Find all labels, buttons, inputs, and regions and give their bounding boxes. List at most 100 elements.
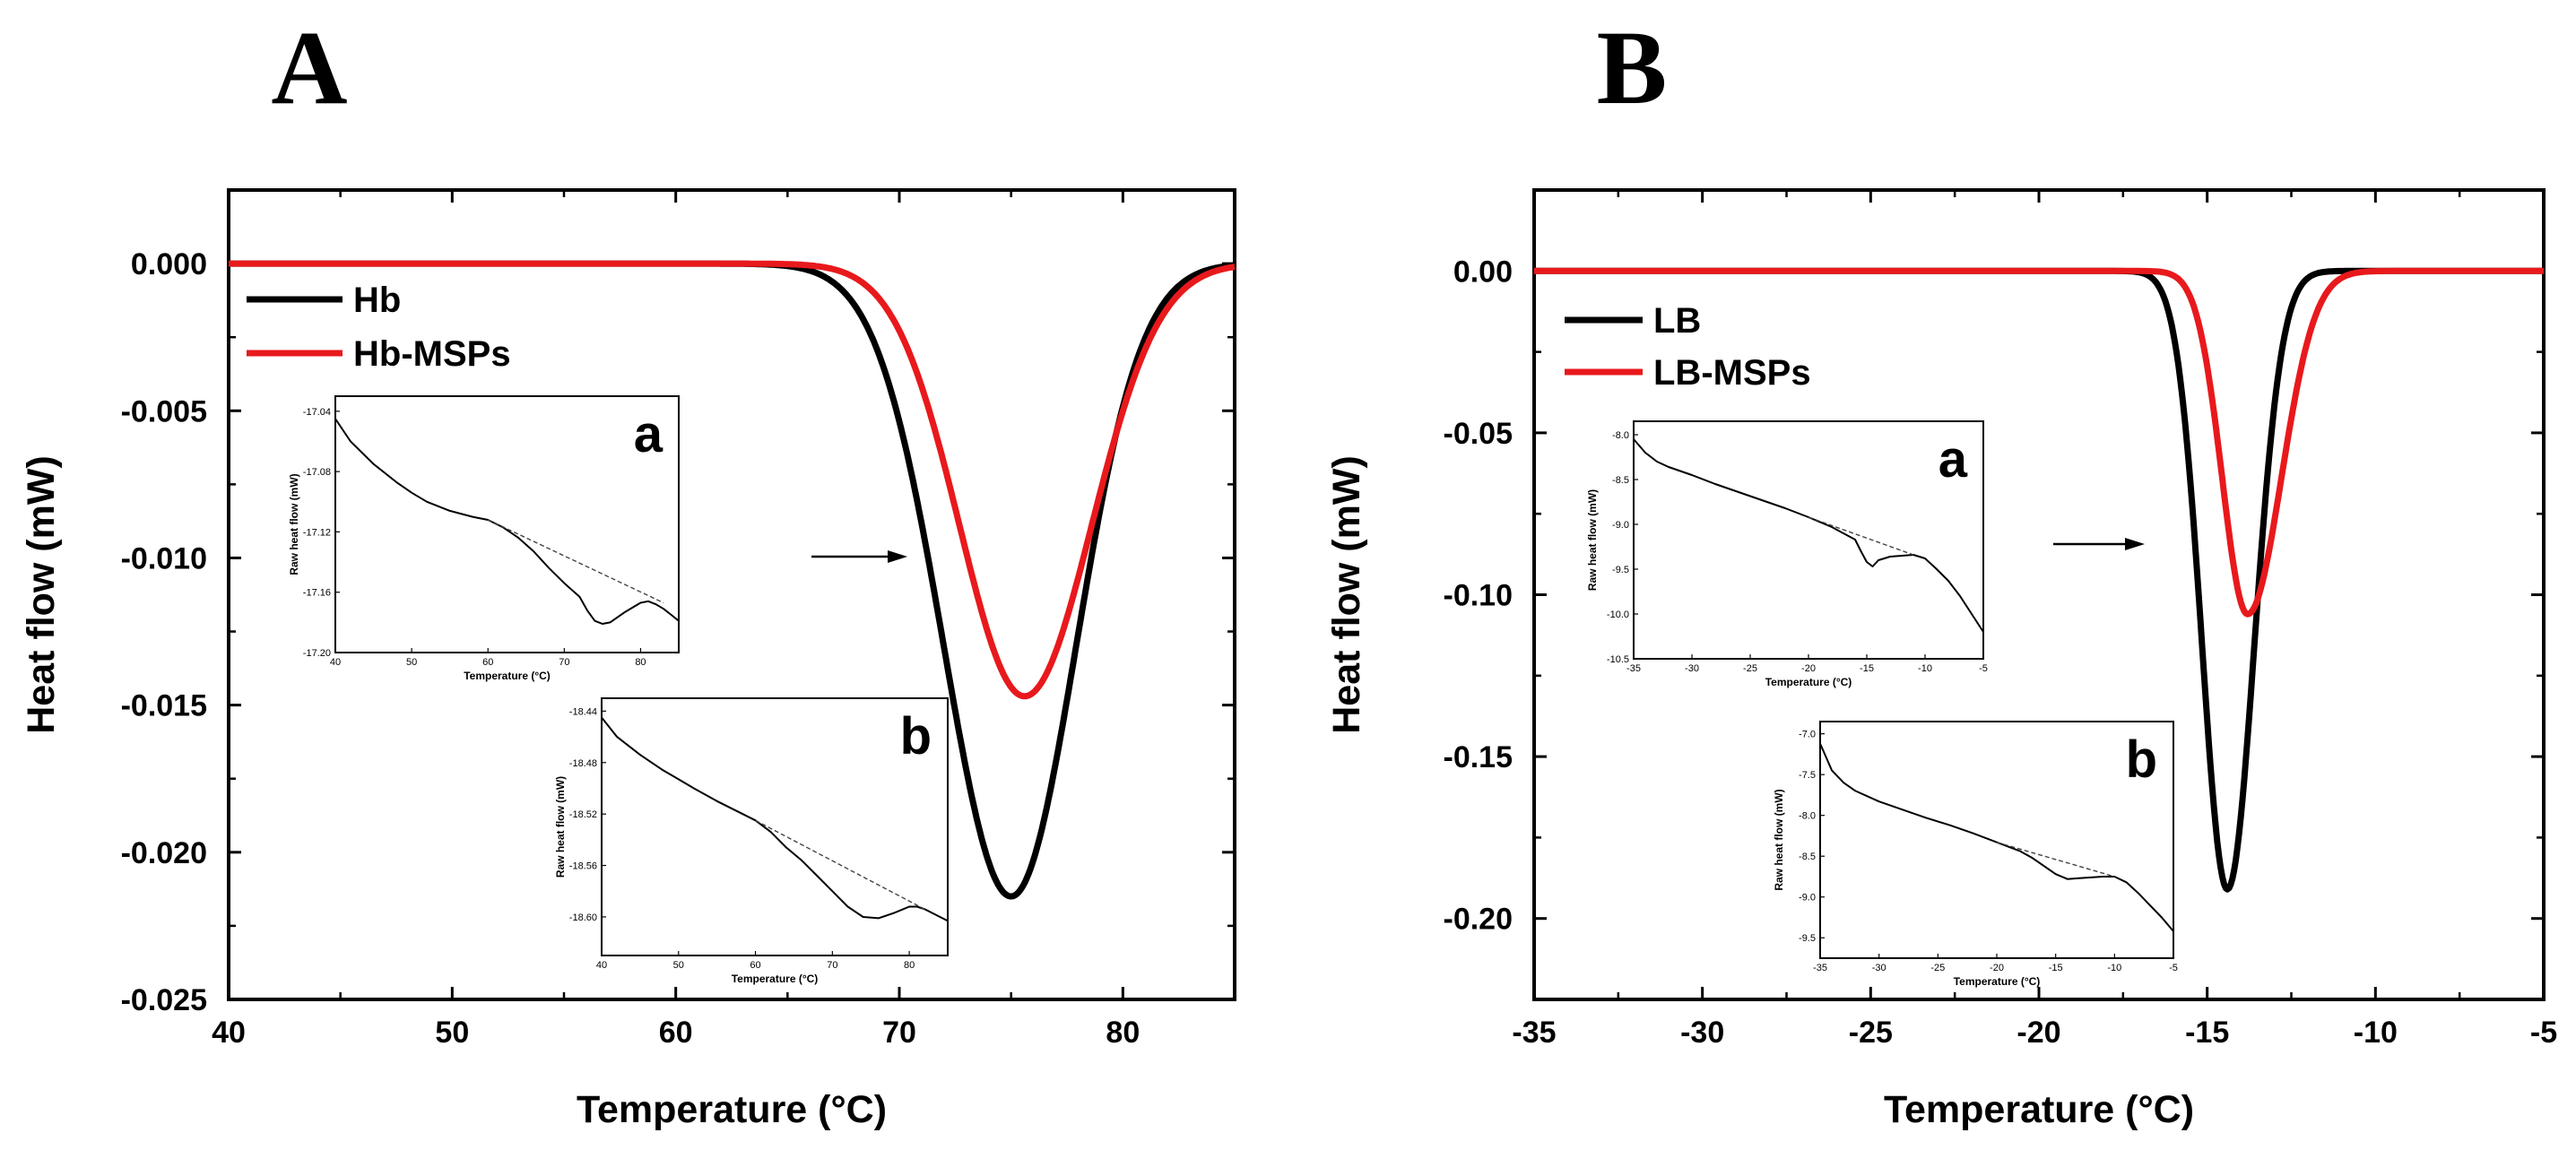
inset-y-tick-label: -18.60: [569, 912, 597, 923]
inset-b: -35 -30 -25 -20 -15 -10 -5 -7.0 -7.5 -8.0 -8.5 -9.0…: [1773, 721, 2178, 988]
x-tick-label: -20: [2017, 1016, 2060, 1050]
inset-letter: b: [2126, 731, 2157, 789]
inset-x-tick-label: -20: [1801, 663, 1816, 674]
y-tick-label: -0.05: [1444, 417, 1514, 451]
inset-y-tick-label: -18.56: [569, 861, 597, 872]
arrow-head: [888, 550, 907, 563]
inset-x-tick-label: -5: [1979, 663, 1988, 674]
inset-y-tick-label: -18.44: [569, 706, 597, 717]
inset-baseline-dashed: [487, 519, 664, 604]
inset-curve: [601, 716, 949, 922]
x-axis-label: Temperature (°C): [577, 1088, 887, 1131]
inset-y-tick-label: -17.16: [303, 588, 331, 599]
y-tick-label: 0.000: [131, 247, 207, 281]
x-tick-label: 80: [1106, 1016, 1140, 1050]
inset-y-tick-label: -9.5: [1799, 933, 1816, 944]
inset-x-tick-label: -25: [1930, 963, 1945, 973]
x-tick-label: 60: [659, 1016, 693, 1050]
y-tick-label: -0.005: [121, 394, 207, 428]
inset-x-tick-label: 80: [904, 960, 915, 971]
inset-baseline-dashed: [1808, 516, 1914, 556]
x-tick-label: -25: [1849, 1016, 1893, 1050]
inset-frame: [334, 395, 680, 653]
panel-letter-b: B: [1597, 9, 1668, 126]
inset-letter: a: [1939, 430, 1968, 489]
inset-x-tick-label: 60: [482, 657, 493, 668]
inset-y-tick-label: -10.0: [1607, 610, 1629, 620]
inset-y-tick-label: -8.0: [1612, 430, 1629, 441]
x-tick-label: -35: [1512, 1016, 1556, 1050]
inset-a: 40 50 60 70 80 -17.04 -17.08 -17.12 -17.16 -17.20…: [288, 395, 680, 682]
inset-x-tick-label: -15: [2049, 963, 2063, 973]
inset-y-axis-label: Raw heat flow (mW): [1586, 489, 1599, 591]
y-tick-label: -0.10: [1444, 579, 1514, 613]
x-tick-label: 50: [435, 1016, 469, 1050]
inset-x-tick-label: -30: [1685, 663, 1699, 674]
inset-y-tick-label: -17.12: [303, 527, 331, 538]
inset-y-tick-label: -7.5: [1799, 770, 1816, 781]
inset-x-tick-label: 50: [406, 657, 417, 668]
inset-x-tick-label: 40: [596, 960, 607, 971]
inset-x-tick-label: -10: [2107, 963, 2121, 973]
inset-y-tick-label: -17.04: [303, 407, 331, 418]
inset-curve: [1819, 743, 2174, 932]
inset-y-tick-label: -18.52: [569, 809, 597, 820]
inset-y-tick-label: -17.20: [303, 648, 331, 659]
inset-y-tick-label: -7.0: [1799, 730, 1816, 740]
x-tick-label: -15: [2185, 1016, 2229, 1050]
inset-x-tick-label: -5: [2169, 963, 2178, 973]
inset-y-tick-label: -8.0: [1799, 811, 1816, 822]
inset-x-tick-label: 40: [330, 657, 341, 668]
inset-y-axis-label: Raw heat flow (mW): [554, 776, 567, 878]
x-tick-label: -5: [2530, 1016, 2557, 1050]
y-tick-label: -0.025: [121, 983, 207, 1017]
inset-x-axis-label: Temperature (°C): [732, 973, 819, 985]
x-tick-label: 70: [882, 1016, 916, 1050]
inset-x-axis-label: Temperature (°C): [1954, 975, 2041, 988]
legend-label: Hb-MSPs: [353, 334, 511, 374]
inset-x-tick-label: 70: [827, 960, 837, 971]
plot-frame: [227, 188, 1236, 1001]
inset-x-tick-label: -20: [1990, 963, 2004, 973]
inset-frame: [601, 697, 949, 956]
inset-letter: a: [634, 405, 664, 463]
inset-a: -35 -30 -25 -20 -15 -10 -5 -8.0 -8.5 -9.0 -9.5 -10.…: [1586, 420, 1988, 688]
inset-y-tick-label: -8.5: [1799, 852, 1816, 862]
legend-label: LB-MSPs: [1653, 353, 1811, 393]
x-axis-label: Temperature (°C): [1884, 1088, 2194, 1131]
inset-y-tick-label: -9.5: [1612, 565, 1629, 575]
arrow-head: [2125, 538, 2145, 550]
inset-curve: [1633, 438, 1984, 633]
y-tick-label: -0.010: [121, 541, 207, 575]
inset-x-tick-label: -25: [1743, 663, 1757, 674]
inset-x-tick-label: -30: [1872, 963, 1886, 973]
inset-y-tick-label: -9.0: [1799, 893, 1816, 904]
y-tick-label: -0.15: [1444, 740, 1514, 774]
inset-curve: [334, 418, 680, 625]
inset-y-tick-label: -8.5: [1612, 475, 1629, 486]
inset-x-tick-label: -15: [1860, 663, 1874, 674]
inset-x-tick-label: 70: [559, 657, 569, 668]
legend-label: LB: [1653, 301, 1701, 341]
x-tick-label: 40: [212, 1016, 246, 1050]
inset-y-tick-label: -10.5: [1607, 654, 1629, 665]
inset-x-axis-label: Temperature (°C): [464, 670, 551, 682]
legend-label: Hb: [353, 281, 401, 320]
inset-y-axis-label: Raw heat flow (mW): [1773, 789, 1785, 890]
inset-y-tick-label: -18.48: [569, 758, 597, 769]
panel-letter-a: A: [271, 9, 347, 126]
inset-frame: [1633, 420, 1984, 660]
panel-a-chart: 40 50 60 70 80 0.000 -0.005 -0.010 -0.015 -0.020 -…: [20, 188, 1236, 1131]
y-tick-label: 0.00: [1453, 255, 1513, 289]
inset-y-axis-label: Raw heat flow (mW): [288, 473, 300, 575]
series-line-hb-msps: [227, 260, 1236, 700]
series-line-lb-msps: [1532, 267, 2546, 618]
inset-x-tick-label: -35: [1626, 663, 1641, 674]
x-tick-label: -10: [2354, 1016, 2398, 1050]
inset-x-tick-label: 80: [635, 657, 646, 668]
inset-x-tick-label: 60: [750, 960, 760, 971]
y-axis-label: Heat flow (mW): [1325, 455, 1368, 734]
y-axis-label: Heat flow (mW): [20, 455, 63, 734]
y-tick-label: -0.020: [121, 836, 207, 870]
